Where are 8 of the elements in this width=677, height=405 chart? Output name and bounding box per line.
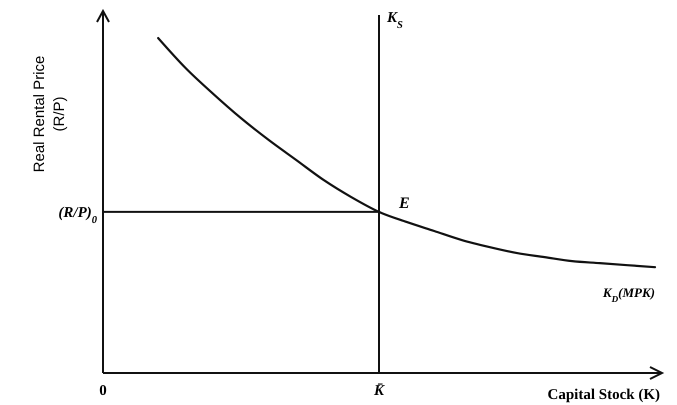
series-label: K$_{D}$(MPK) (602, 285, 655, 304)
ref-line-label: (R/P)$_{0}$ (58, 204, 98, 226)
y-axis-title: Real Rental Price (R/P) (31, 56, 68, 172)
x-axis-title: Capital Stock (K) (548, 387, 660, 403)
annotation: E (398, 194, 410, 212)
x-tick-label: 0 (99, 383, 107, 399)
ref-line-label: K$_{S}$ (386, 10, 404, 30)
x-tick-label: K̄ (372, 382, 385, 399)
